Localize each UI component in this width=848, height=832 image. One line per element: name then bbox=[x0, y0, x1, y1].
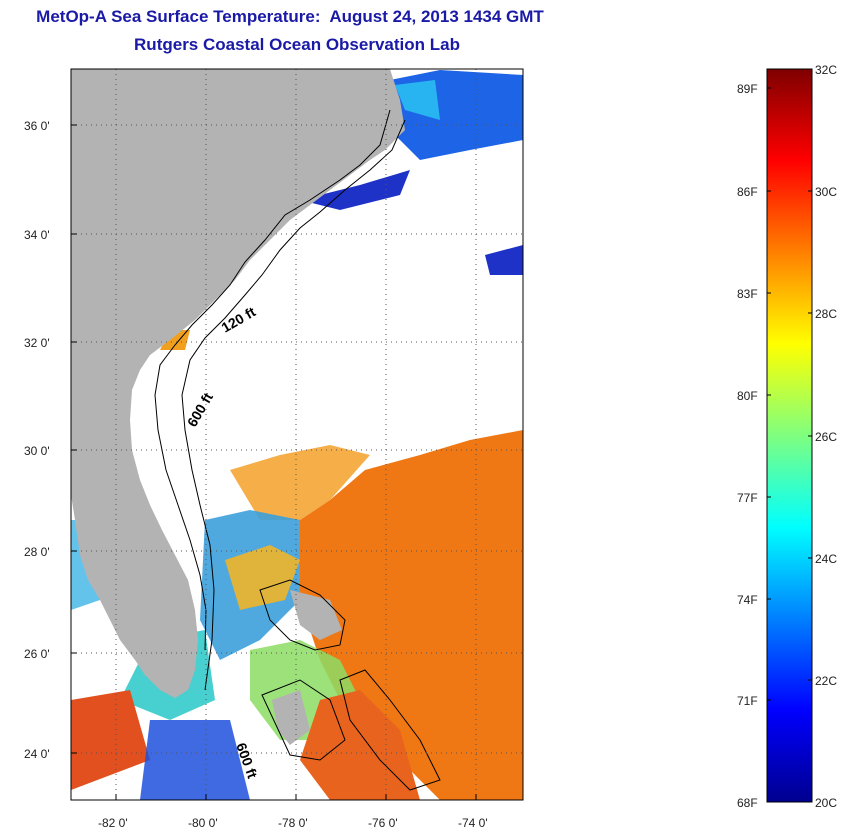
colorbar-celsius-label: 22C bbox=[815, 674, 837, 688]
map-title: MetOp-A Sea Surface Temperature: August … bbox=[36, 7, 544, 26]
island bbox=[290, 590, 342, 640]
lon-tick-label: -76 0' bbox=[368, 816, 398, 830]
lat-tick-label: 24 0' bbox=[24, 747, 50, 761]
colorbar-fahrenheit-label: 83F bbox=[737, 287, 758, 301]
colorbar-fahrenheit-label: 86F bbox=[737, 185, 758, 199]
lon-tick-label: -82 0' bbox=[98, 816, 128, 830]
land-mass bbox=[71, 69, 405, 698]
colorbar-fahrenheit-label: 68F bbox=[737, 796, 758, 810]
map-frame bbox=[70, 68, 524, 801]
lat-tick-label: 34 0' bbox=[24, 228, 50, 242]
colorbar-celsius-label: 28C bbox=[815, 307, 837, 321]
lon-tick-label: -80 0' bbox=[188, 816, 218, 830]
lon-tick-labels: -82 0' -80 0' -78 0' -76 0' -74 0' bbox=[98, 816, 488, 830]
colorbar-celsius-label: 20C bbox=[815, 796, 837, 810]
lat-tick-label: 32 0' bbox=[24, 336, 50, 350]
colorbar-fahrenheit-label: 89F bbox=[737, 82, 758, 96]
lat-tick-label: 36 0' bbox=[24, 119, 50, 133]
colorbar-fahrenheit-label: 71F bbox=[737, 694, 758, 708]
lon-tick-label: -74 0' bbox=[458, 816, 488, 830]
island bbox=[272, 690, 310, 745]
colorbar-fahrenheit-label: 74F bbox=[737, 593, 758, 607]
lat-tick-label: 26 0' bbox=[24, 647, 50, 661]
lat-lon-grid bbox=[71, 69, 523, 800]
map-subtitle: Rutgers Coastal Ocean Observation Lab bbox=[134, 35, 460, 54]
map-area: 120 ft 600 ft 600 ft bbox=[71, 69, 523, 800]
lat-tick-label: 30 0' bbox=[24, 444, 50, 458]
colorbar-celsius-label: 26C bbox=[815, 430, 837, 444]
colorbar-fahrenheit-label: 80F bbox=[737, 389, 758, 403]
axis-ticks bbox=[71, 124, 477, 800]
colorbar-fahrenheit-label: 77F bbox=[737, 491, 758, 505]
colorbar-celsius-label: 30C bbox=[815, 185, 837, 199]
colorbar-celsius-label: 32C bbox=[815, 63, 837, 77]
sst-data-layer bbox=[71, 70, 523, 800]
lat-tick-labels: 36 0' 34 0' 32 0' 30 0' 28 0' 26 0' 24 0… bbox=[24, 119, 50, 761]
colorbar-gradient bbox=[766, 68, 813, 803]
depth-contours bbox=[154, 109, 441, 791]
colorbar-celsius-label: 24C bbox=[815, 552, 837, 566]
lat-tick-label: 28 0' bbox=[24, 545, 50, 559]
lon-tick-label: -78 0' bbox=[278, 816, 308, 830]
colorbar: 32C 30C 28C 26C 24C 22C 20C 89F 86F 83F … bbox=[737, 63, 837, 810]
